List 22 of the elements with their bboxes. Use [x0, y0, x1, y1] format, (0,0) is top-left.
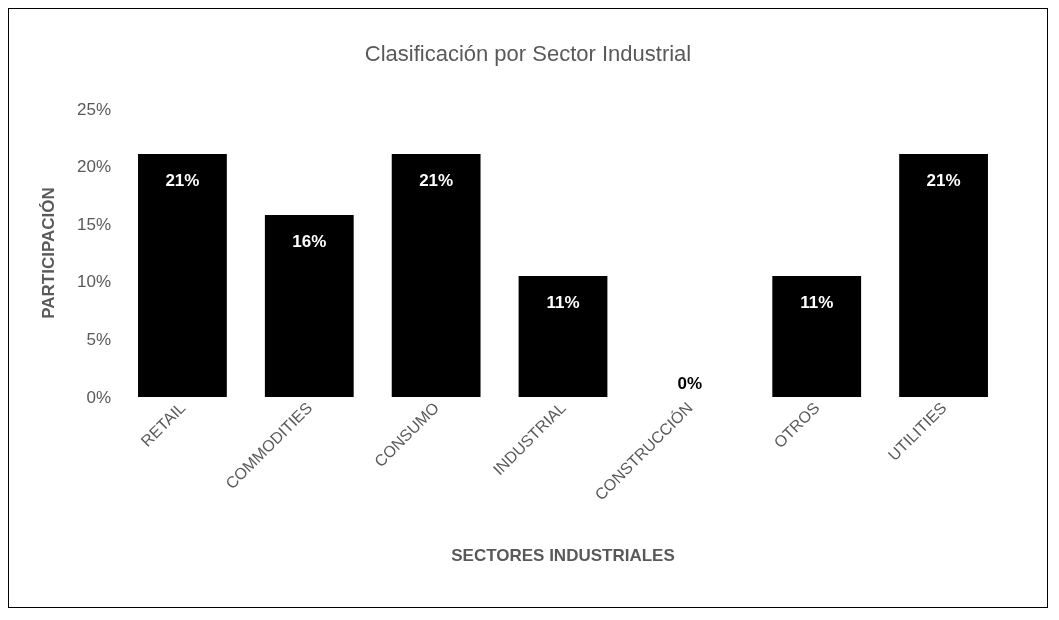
bar [138, 153, 227, 397]
data-label: 21% [419, 170, 454, 190]
y-tick-label: 25% [76, 99, 111, 119]
chart-title: Clasificación por Sector Industrial [364, 40, 692, 66]
bar [264, 214, 354, 397]
data-label: 0% [677, 374, 703, 393]
y-tick-label: 0% [86, 387, 111, 407]
y-tick-label: 5% [86, 329, 111, 349]
data-label: 21% [165, 170, 200, 190]
x-axis-title: SECTORES INDUSTRIALES [451, 546, 675, 565]
y-tick-label: 10% [76, 272, 111, 292]
y-axis-title: PARTICIPACIÓN [39, 187, 58, 319]
data-label: 21% [926, 170, 961, 190]
y-tick-label: 20% [76, 157, 111, 177]
bar [772, 276, 862, 397]
data-label: 16% [292, 231, 327, 251]
bar [391, 153, 481, 397]
bar [899, 153, 988, 397]
y-tick-label: 15% [76, 214, 111, 234]
data-label: 11% [800, 293, 834, 313]
bar [518, 276, 608, 397]
data-label: 11% [546, 293, 580, 313]
